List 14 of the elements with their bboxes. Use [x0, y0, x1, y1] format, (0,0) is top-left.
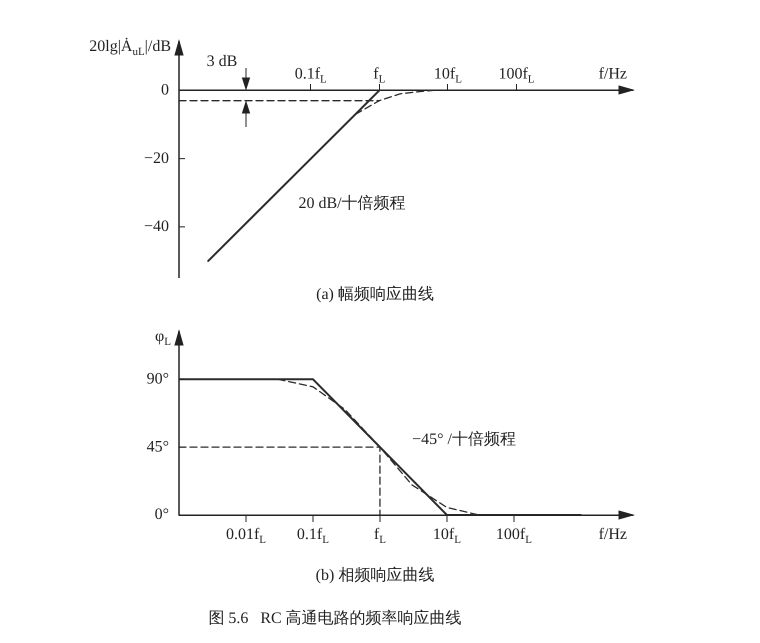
text: (b) 相频响应曲线	[316, 566, 434, 584]
y-tick-label: 0	[161, 82, 169, 99]
text: (a) 幅频响应曲线	[316, 285, 434, 304]
annotation: 3 dB	[206, 53, 238, 70]
y-tick-label: 0°	[154, 506, 170, 524]
y-tick-label: 45°	[146, 438, 170, 456]
x-axis-title: f/Hz	[598, 526, 628, 544]
x-axis-title: f/Hz	[598, 66, 628, 83]
y-tick-label: −40	[144, 218, 170, 236]
y-tick-label: −20	[144, 150, 170, 167]
caption: 图 5.6 RC 高通电路的频率响应曲线	[208, 609, 462, 628]
y-tick-label: 90°	[146, 370, 170, 388]
annotation: −45° /十倍频程	[412, 430, 516, 448]
annotation: 20 dB/十倍频程	[298, 194, 406, 212]
